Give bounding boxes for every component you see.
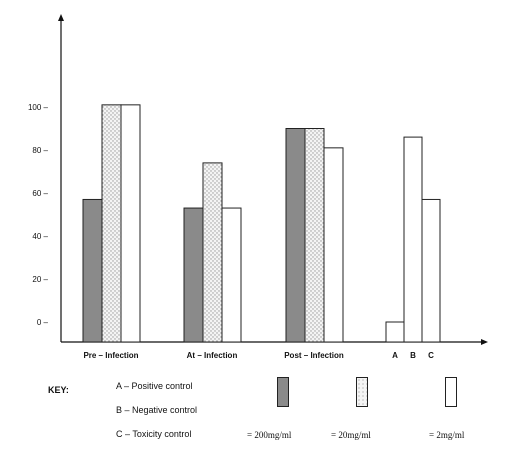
swatch-label-20mg: = 20mg/ml bbox=[331, 430, 371, 440]
y-tick-label: 80 – bbox=[32, 146, 48, 155]
bar bbox=[120, 104, 141, 343]
control-label: C bbox=[428, 351, 434, 360]
y-tick-label: 0 – bbox=[37, 318, 49, 327]
control-bar bbox=[385, 321, 405, 343]
x-tick-label: At – Infection bbox=[187, 351, 238, 360]
swatch-2mg bbox=[445, 377, 457, 407]
bar bbox=[221, 207, 242, 343]
swatch-label-200mg: = 200mg/ml bbox=[247, 430, 292, 440]
control-label: B bbox=[410, 351, 416, 360]
bar bbox=[82, 198, 103, 343]
x-tick-label: Post – Infection bbox=[284, 351, 344, 360]
swatch-20mg bbox=[356, 377, 368, 407]
y-axis-ticks: 100 – 80 – 60 – 40 – 20 – 0 – bbox=[28, 103, 49, 327]
y-tick-label: 100 – bbox=[28, 103, 49, 112]
key-line-c: C – Toxicity control bbox=[116, 429, 192, 439]
y-tick-label: 40 – bbox=[32, 232, 48, 241]
key-title: KEY: bbox=[48, 385, 69, 395]
bar bbox=[304, 128, 325, 343]
x-axis-labels: Pre – Infection At – Infection Post – Infe… bbox=[83, 351, 434, 360]
key-line-b: B – Negative control bbox=[116, 405, 198, 415]
bars bbox=[82, 104, 441, 343]
swatch-200mg bbox=[277, 377, 289, 407]
bar bbox=[183, 207, 204, 343]
y-tick-label: 60 – bbox=[32, 189, 48, 198]
key-line-a: A – Positive control bbox=[116, 381, 193, 391]
bar bbox=[101, 104, 122, 343]
control-bar bbox=[421, 198, 441, 343]
swatch-label-2mg: = 2mg/ml bbox=[429, 430, 465, 440]
x-axis-arrow bbox=[481, 339, 488, 345]
y-tick-label: 20 – bbox=[32, 275, 48, 284]
x-tick-label: Pre – Infection bbox=[83, 351, 138, 360]
bar bbox=[323, 147, 344, 343]
control-bar bbox=[403, 136, 423, 343]
bar bbox=[285, 128, 306, 343]
y-axis-arrow bbox=[58, 14, 64, 21]
control-label: A bbox=[392, 351, 398, 360]
bar bbox=[202, 162, 223, 343]
